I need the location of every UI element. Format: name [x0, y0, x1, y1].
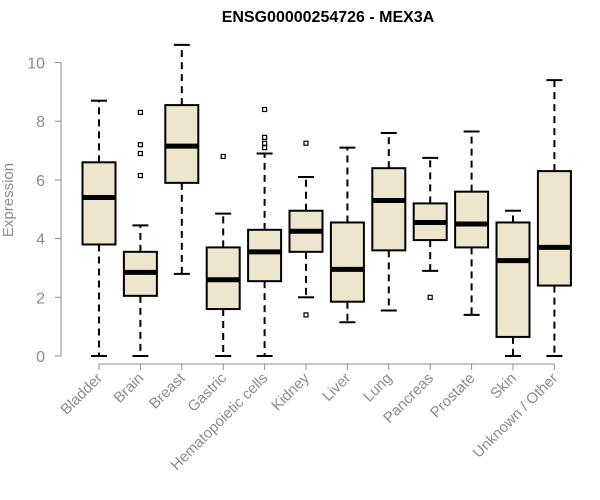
y-axis: 0 2 4 6 8 10 [27, 56, 62, 366]
x-tick-label: Lung [360, 370, 396, 406]
chart-title: ENSG00000254726 - MEX3A [222, 9, 435, 26]
iqr-box [247, 228, 283, 283]
x-tick-label: Brain [110, 370, 147, 407]
box-bladder [81, 99, 117, 357]
box-hematopoietic-cells [247, 106, 283, 357]
boxes-group [81, 43, 572, 357]
iqr-box [454, 190, 490, 249]
x-tick-label: Prostate [427, 370, 479, 422]
outlier-point [303, 140, 309, 146]
outlier-point [137, 142, 143, 148]
y-tick-label: 6 [36, 173, 45, 190]
box-prostate [454, 130, 490, 316]
outlier-point [262, 145, 268, 151]
outlier-point [220, 153, 226, 160]
y-tick-label: 4 [36, 232, 45, 249]
y-tick-label: 2 [36, 290, 45, 307]
y-axis-label: Expression [0, 163, 17, 237]
x-tick-label: Skin [487, 370, 520, 403]
outlier-point [303, 312, 309, 318]
iqr-box [371, 167, 407, 252]
outlier-point [427, 294, 433, 300]
box-gastric [205, 153, 241, 357]
box-brain [122, 109, 158, 357]
outlier-point [137, 109, 143, 116]
iqr-box [495, 221, 531, 338]
x-tick-label: Bladder [57, 370, 106, 419]
box-pancreas [412, 156, 448, 300]
x-tick-label: Liver [319, 370, 354, 405]
iqr-box [81, 161, 117, 246]
y-tick-label: 0 [36, 349, 45, 366]
box-kidney [288, 140, 324, 318]
box-skin [495, 209, 531, 357]
x-tick-label: Kidney [268, 369, 313, 414]
outlier-point [262, 140, 268, 146]
outlier-point [262, 134, 268, 140]
box-unknown-other [536, 79, 572, 357]
outlier-point [137, 150, 143, 157]
box-breast [164, 43, 200, 275]
y-tick-label: 10 [27, 56, 45, 73]
iqr-box [536, 170, 572, 287]
outlier-point [262, 106, 268, 113]
x-tick-label: Breast [146, 369, 189, 412]
iqr-box [329, 221, 365, 303]
box-liver [329, 146, 365, 324]
outlier-point [137, 172, 143, 179]
y-tick-label: 8 [36, 114, 45, 131]
box-lung [371, 131, 407, 312]
